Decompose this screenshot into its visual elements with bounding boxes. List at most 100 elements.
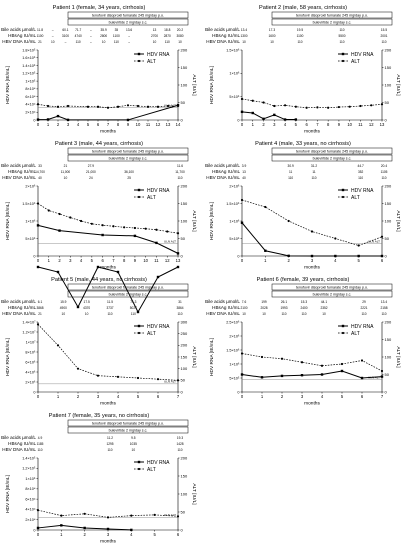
lab-cell: 110 (381, 40, 386, 44)
y-left-tick-label: 2×10⁶ (229, 334, 240, 338)
alt-point (36, 509, 40, 512)
hdv-point (357, 254, 360, 258)
patient-panel-6: Patient 6 (female, 39 years, cirrhosis) t… (205, 277, 401, 407)
y-right-tick-label: 250 (181, 331, 188, 336)
hdv-point (251, 111, 254, 115)
legend-alt-marker (341, 331, 345, 335)
x-tick-label: 6 (177, 532, 180, 537)
lab-cell: 30.9 (288, 164, 294, 168)
lab-row-label: Bile acids µmol/L (205, 299, 240, 304)
y-left-tick-label: 0 (237, 254, 239, 258)
alt-point (240, 97, 244, 101)
alt-point (58, 212, 61, 216)
y-right-axis-label: ALT [IU/L] (191, 74, 197, 95)
lab-cell: 21,000 (86, 170, 96, 174)
lab-cell: 110 (361, 312, 366, 316)
x-tick-label: 6 (101, 258, 104, 263)
treatment-bar-tdf (67, 419, 189, 427)
lab-cell: – (65, 40, 67, 44)
uln-label: ULN ALT (368, 240, 380, 244)
lab-cell: 110 (297, 40, 302, 44)
lab-cell: 11.6 (177, 164, 183, 168)
x-tick-label: 12 (156, 122, 161, 127)
legend-hdv-marker (137, 324, 141, 328)
uln-label: ULN ALT (164, 240, 176, 244)
y-left-tick-label: 8×10⁴ (25, 87, 36, 91)
hdv-point (334, 254, 337, 258)
lab-cell: 6.1 (38, 300, 43, 304)
alt-point (380, 103, 384, 106)
y-left-tick-label: 0 (33, 528, 35, 532)
lab-cell: 2028 (260, 306, 267, 310)
lab-cell: 110 (107, 312, 112, 316)
lab-cell: 1100 (297, 34, 304, 38)
alt-series-line (37, 203, 179, 234)
lab-cell: – (52, 28, 54, 32)
treatment-bar-bulevirtide-label: bulevirtide 2 mg/day s.c. (109, 293, 148, 297)
x-tick-label: 13 (166, 122, 171, 127)
treatment-bar-tdf-label: tenofovir disoproxil fumarate 245 mg/day… (296, 286, 368, 290)
x-tick-label: 1 (261, 394, 264, 399)
hdv-point (101, 233, 104, 237)
x-tick-label: 7 (107, 122, 110, 127)
lab-cell: 110 (177, 312, 182, 316)
y-right-tick-label: 200 (385, 319, 392, 324)
x-tick-label: 11 (358, 122, 363, 127)
y-right-tick-label: 150 (181, 354, 188, 359)
lab-row-label: HBV DNA IU/mL (206, 39, 240, 44)
y-left-tick-label: 4×10⁴ (25, 103, 36, 107)
alt-point (130, 514, 133, 517)
treatment-bar-tdf-label: tenofovir disoproxil fumarate 245 mg/day… (92, 150, 164, 154)
alt-point (359, 104, 362, 108)
lab-cell: 4.9 (38, 436, 43, 440)
legend-alt-marker (341, 195, 345, 199)
lab-cell: 3080 (176, 34, 183, 38)
y-right-tick-label: 100 (385, 354, 392, 359)
lab-row-label: HBsAg IU/mL (8, 441, 36, 446)
lab-cell: 25 (127, 176, 131, 180)
lab-cell: 31.2 (311, 164, 317, 168)
y-right-tick-label: 150 (385, 337, 392, 342)
treatment-bar-tdf (67, 11, 189, 19)
lab-row-label: HBsAg IU/mL (212, 305, 240, 310)
lab-cell: 110 (339, 40, 344, 44)
hdv-point (46, 118, 50, 121)
lab-cell: 4740 (75, 34, 82, 38)
alt-point (46, 104, 50, 108)
y-left-tick-label: 1×10⁶ (25, 219, 36, 223)
x-tick-label: 10 (143, 258, 148, 263)
y-left-tick-label: 5×10⁵ (229, 376, 240, 380)
alt-point (380, 369, 384, 373)
treatment-bar-tdf (271, 283, 393, 291)
treatment-bar-bulevirtide (271, 154, 393, 162)
lab-cell: 20.2 (177, 28, 183, 32)
lab-cell: 17.5 (84, 300, 90, 304)
y-left-tick-label: 1.4×10⁷ (22, 320, 36, 324)
lab-cell: 199 (261, 300, 267, 304)
lab-cell: 44.1 (321, 300, 327, 304)
lab-row-label: HBsAg IU/mL (8, 305, 36, 310)
alt-point (36, 103, 40, 106)
legend-alt-label: ALT (351, 59, 360, 65)
y-left-tick-label: 1.4×10⁵ (22, 64, 36, 68)
alt-point (96, 105, 100, 108)
x-tick-label: 0 (37, 394, 40, 399)
y-left-tick-label: 1×10⁵ (25, 79, 36, 83)
lab-row-label: HBsAg IU/mL (8, 33, 36, 38)
treatment-bar-bulevirtide-label: bulevirtide 2 mg/day s.c. (109, 429, 148, 433)
lab-cell: 13.4 (241, 28, 247, 32)
alt-point (251, 99, 254, 102)
hdv-point (283, 118, 287, 121)
lab-row-label: Bile acids µmol/L (205, 163, 240, 168)
alt-point (300, 361, 304, 364)
legend-alt-label: ALT (147, 195, 156, 201)
x-tick-label: 4 (77, 122, 80, 127)
hdv-series-line (241, 370, 383, 379)
lab-cell: 19.3 (177, 436, 183, 440)
hdv-point (240, 373, 244, 376)
alt-point (79, 219, 83, 223)
treatment-bar-bulevirtide-label: bulevirtide 2 mg/day s.c. (313, 157, 352, 161)
alt-point (280, 357, 284, 360)
panel-title: Patient 5 (male, 44 years, no cirrhosis) (51, 277, 147, 283)
